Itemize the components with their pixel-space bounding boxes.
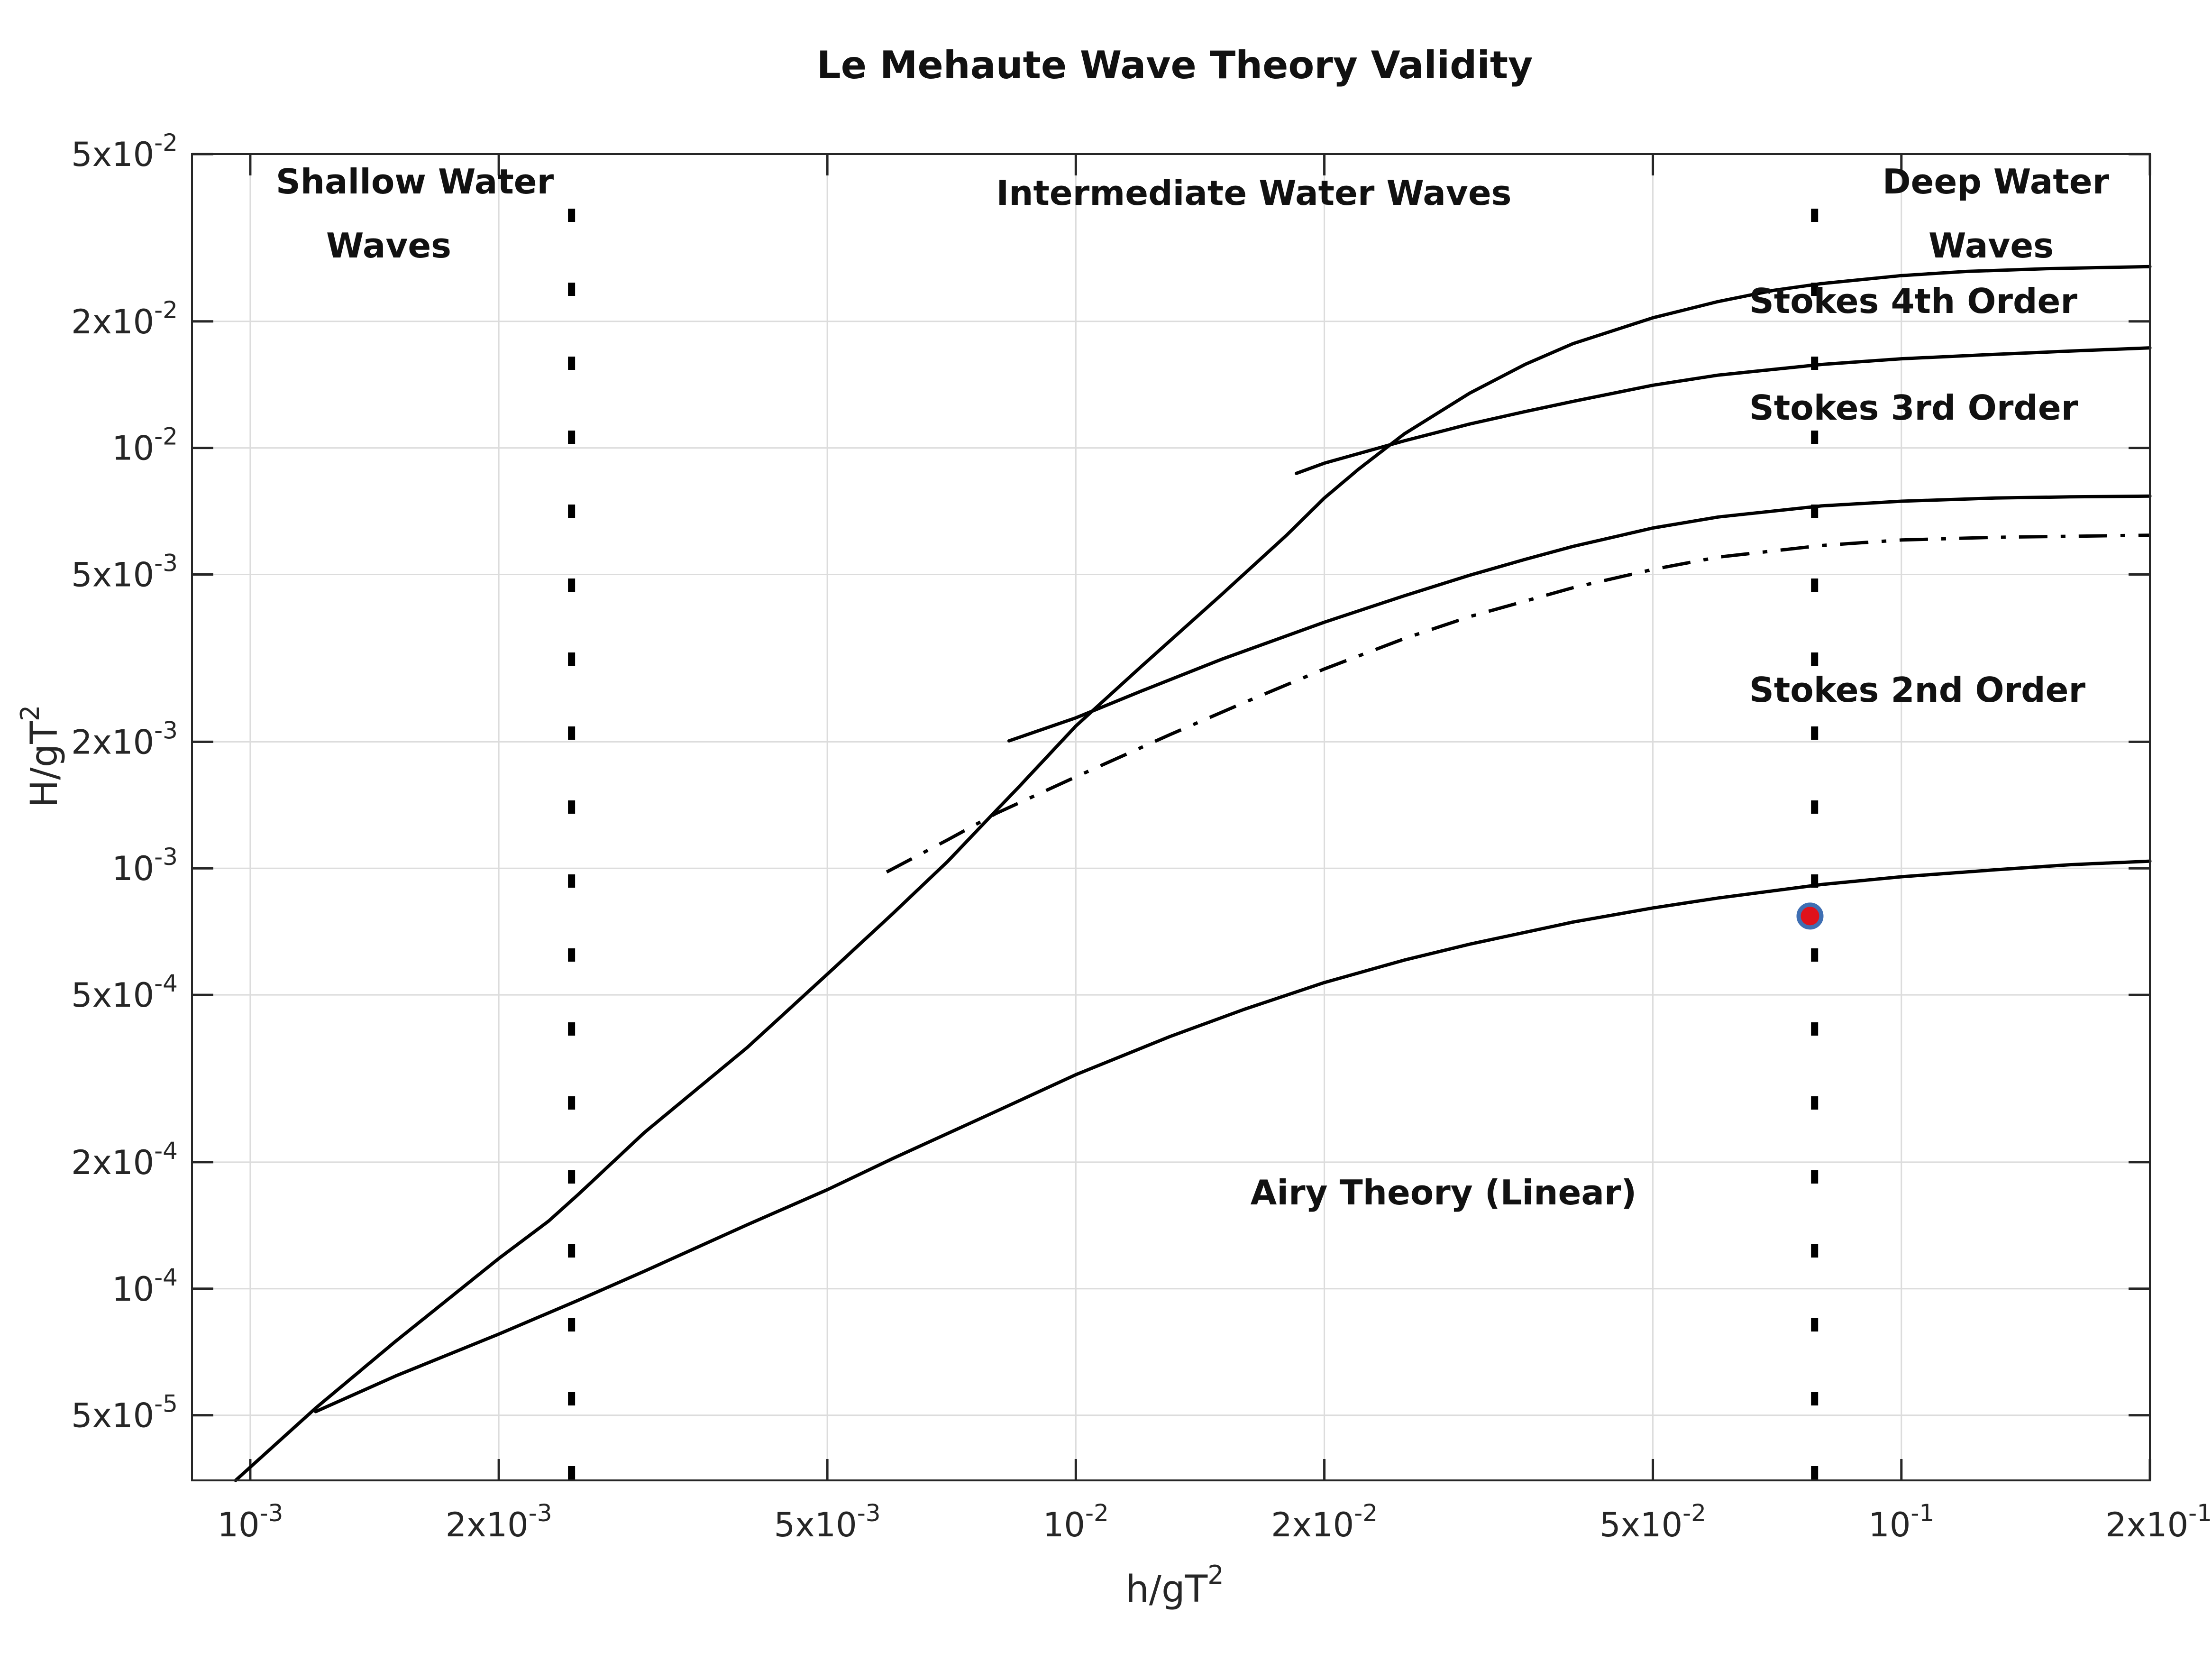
x-tick-mantissa: 5x10 [1600,1506,1682,1544]
chart-title: Le Mehaute Wave Theory Validity [817,43,1533,87]
y-tick-mantissa: 10 [112,1270,154,1309]
annotation-stokes2: Stokes 2nd Order [1749,670,2085,710]
x-tick-exponent: -2 [1085,1499,1109,1527]
annotation-stokes3: Stokes 3rd Order [1749,388,2078,428]
x-axis-label-sup: 2 [1207,1560,1224,1590]
x-tick-mantissa: 10 [1043,1506,1085,1544]
y-tick-label: 5x10-5 [71,1390,178,1435]
x-tick-mantissa: 10 [217,1506,259,1544]
y-tick-label: 10-4 [112,1264,178,1309]
annotation-deep-line1: Deep Water [1883,162,2110,202]
series-line [234,265,2152,1482]
y-tick-mantissa: 5x10 [71,976,154,1015]
y-axis-label-sup: 2 [15,705,45,721]
x-tick-label: 2x10-1 [2105,1499,2212,1544]
x-tick-exponent: -3 [857,1499,881,1527]
annotation-shallow-line1: Shallow Water [276,162,554,202]
x-tick-label: 10-1 [1868,1499,1934,1544]
y-axis-label-main: H/gT [23,721,66,808]
y-tick-label: 10-2 [112,423,178,468]
y-tick-label: 2x10-3 [71,716,178,762]
x-tick-label: 10-3 [217,1499,283,1544]
x-tick-mantissa: 2x10 [446,1506,529,1544]
y-tick-exponent: -3 [154,716,178,744]
y-tick-exponent: -4 [154,970,178,997]
series-line [314,859,2152,1414]
y-tick-label: 5x10-3 [71,550,178,595]
y-axis-label: H/gT2 [15,705,66,808]
x-tick-exponent: -3 [529,1499,552,1527]
y-tick-exponent: -5 [154,1390,178,1418]
x-tick-mantissa: 5x10 [774,1506,857,1544]
y-tick-exponent: -2 [154,423,178,450]
series-line [1007,494,2152,743]
x-axis-label-main: h/gT [1125,1568,1207,1611]
y-tick-exponent: -4 [154,1137,178,1165]
y-tick-label: 5x10-4 [71,970,178,1015]
y-tick-label: 2x10-2 [71,296,178,341]
x-tick-labels: 10-3 2x10-3 5x10-3 10-2 2x10-2 5x10-2 10-1 2x10… [217,1499,2212,1544]
y-tick-labels: 5x10-510-42x10-45x10-410-32x10-35x10-310… [71,129,178,1435]
x-tick-label: 2x10-2 [1271,1499,1378,1544]
x-tick-mantissa: 2x10 [2105,1506,2188,1544]
y-tick-exponent: -2 [154,296,178,324]
annotation-labels: Shallow Water Waves Intermediate Water W… [276,162,2110,1212]
y-tick-exponent: -3 [154,843,178,871]
x-tick-label: 5x10-3 [774,1499,881,1544]
annotation-deep-line2: Waves [1929,226,2054,266]
y-tick-exponent: -4 [154,1264,178,1291]
data-point-marker [1796,902,1824,930]
y-tick-exponent: -2 [154,129,178,156]
x-tick-label: 10-2 [1043,1499,1109,1544]
annotation-airy: Airy Theory (Linear) [1251,1173,1637,1212]
x-tick-exponent: -1 [1910,1499,1934,1527]
series-line [886,533,2150,874]
y-tick-mantissa: 2x10 [71,723,154,762]
x-axis-label: h/gT2 [1125,1560,1224,1611]
annotation-stokes4: Stokes 4th Order [1749,281,2077,321]
y-tick-mantissa: 5x10 [71,135,154,174]
series-curves [234,265,2152,1482]
x-tick-mantissa: 10 [1868,1506,1910,1544]
x-tick-exponent: -2 [1354,1499,1378,1527]
x-tick-label: 5x10-2 [1600,1499,1706,1544]
y-tick-exponent: -3 [154,550,178,577]
y-tick-mantissa: 5x10 [71,1396,154,1435]
series-line [1295,346,2152,475]
data-point [1796,902,1824,930]
y-tick-label: 2x10-4 [71,1137,178,1182]
x-tick-exponent: -3 [260,1499,283,1527]
x-tick-label: 2x10-3 [446,1499,552,1544]
x-tick-mantissa: 2x10 [1271,1506,1354,1544]
plot-frame [191,153,2151,1481]
y-tick-label: 5x10-2 [71,129,178,174]
y-tick-mantissa: 2x10 [71,303,154,341]
x-tick-exponent: -2 [1682,1499,1706,1527]
y-tick-mantissa: 5x10 [71,556,154,595]
x-tick-exponent: -1 [2188,1499,2212,1527]
y-tick-mantissa: 10 [112,849,154,888]
annotation-shallow-line2: Waves [326,226,451,266]
y-tick-label: 10-3 [112,843,178,888]
annotation-intermediate: Intermediate Water Waves [996,173,1511,213]
y-tick-mantissa: 10 [112,429,154,468]
y-tick-mantissa: 2x10 [71,1143,154,1182]
